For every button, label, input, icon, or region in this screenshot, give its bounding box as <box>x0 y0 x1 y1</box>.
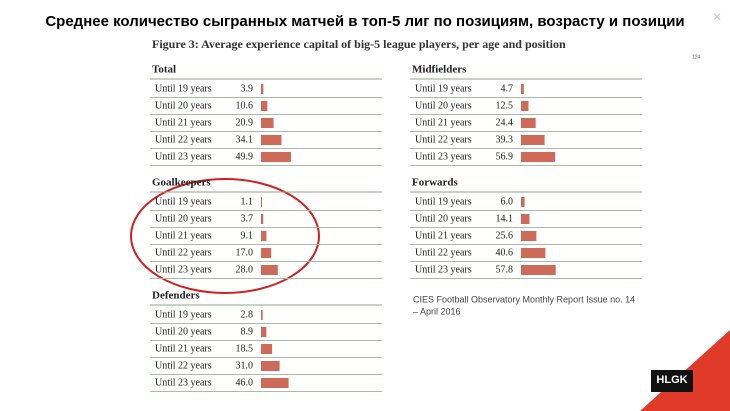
bar <box>521 84 524 94</box>
category-label: Until 22 years <box>155 134 212 145</box>
category-label: Until 21 years <box>415 230 472 241</box>
category-label: Until 19 years <box>155 309 212 320</box>
page-number: 124 <box>692 54 701 60</box>
value-label: 34.1 <box>236 134 254 145</box>
source: CIES Football Observatory Monthly Report… <box>413 294 635 304</box>
value-label: 31.0 <box>236 360 254 371</box>
logo: HLGK <box>656 374 687 386</box>
slide-title: Среднее количество сыгранных матчей в то… <box>45 13 684 30</box>
bar <box>261 135 282 145</box>
logo-box <box>651 370 693 392</box>
panel-title: Total <box>152 64 176 76</box>
value-label: 4.7 <box>501 83 514 94</box>
panel-title: Forwards <box>412 177 459 189</box>
category-label: Until 19 years <box>415 196 472 207</box>
bar <box>261 84 264 94</box>
value-label: 3.9 <box>241 83 254 94</box>
bar <box>261 265 278 275</box>
category-label: Until 22 years <box>155 360 212 371</box>
source: – April 2016 <box>413 306 461 316</box>
bar <box>261 101 268 111</box>
bar <box>521 135 545 145</box>
category-label: Until 23 years <box>155 377 212 388</box>
value-label: 25.6 <box>496 230 514 241</box>
value-label: 40.6 <box>496 247 514 258</box>
value-label: 18.5 <box>236 343 254 354</box>
value-label: 56.9 <box>496 151 514 162</box>
panel-title: Goalkeepers <box>152 177 211 189</box>
value-label: 57.8 <box>496 264 514 275</box>
bar <box>521 101 529 111</box>
category-label: Until 20 years <box>155 213 212 224</box>
category-label: Until 20 years <box>155 100 212 111</box>
corner-x: ✕ <box>712 10 722 24</box>
value-label: 1.1 <box>241 196 254 207</box>
bar <box>521 152 556 162</box>
bar <box>261 214 264 224</box>
category-label: Until 20 years <box>415 213 472 224</box>
category-label: Until 23 years <box>155 151 212 162</box>
category-label: Until 21 years <box>155 230 212 241</box>
value-label: 46.0 <box>236 377 254 388</box>
value-label: 14.1 <box>496 213 514 224</box>
value-label: 10.6 <box>236 100 254 111</box>
value-label: 17.0 <box>236 247 254 258</box>
value-label: 8.9 <box>241 326 254 337</box>
bar <box>521 214 530 224</box>
value-label: 6.0 <box>501 196 514 207</box>
category-label: Until 22 years <box>415 134 472 145</box>
value-label: 3.7 <box>241 213 254 224</box>
bar <box>261 248 272 258</box>
category-label: Until 19 years <box>155 83 212 94</box>
value-label: 9.1 <box>241 230 254 241</box>
highlight-circle <box>130 178 320 294</box>
category-label: Until 20 years <box>155 326 212 337</box>
bar <box>261 231 267 241</box>
figure-caption: Figure 3: Average experience capital of … <box>152 37 566 51</box>
value-label: 12.5 <box>496 100 514 111</box>
panel-title: Midfielders <box>412 64 467 76</box>
value-label: 20.9 <box>236 117 254 128</box>
bar <box>521 231 537 241</box>
category-label: Until 19 years <box>155 196 212 207</box>
category-label: Until 21 years <box>155 117 212 128</box>
panel-title: Defenders <box>152 290 200 302</box>
value-label: 49.9 <box>236 151 254 162</box>
bar <box>521 248 546 258</box>
bar <box>261 344 273 354</box>
category-label: Until 21 years <box>155 343 212 354</box>
bar <box>261 327 267 337</box>
bar <box>521 265 556 275</box>
category-label: Until 20 years <box>415 100 472 111</box>
category-label: Until 23 years <box>415 151 472 162</box>
bar <box>261 118 274 128</box>
bar <box>521 197 525 207</box>
bar <box>261 310 263 320</box>
category-label: Until 22 years <box>415 247 472 258</box>
category-label: Until 23 years <box>415 264 472 275</box>
value-label: 28.0 <box>236 264 254 275</box>
bar <box>521 118 536 128</box>
bar <box>261 197 262 207</box>
bar <box>261 361 280 371</box>
bar <box>261 152 291 162</box>
value-label: 24.4 <box>496 117 514 128</box>
value-label: 2.8 <box>241 309 254 320</box>
category-label: Until 23 years <box>155 264 212 275</box>
category-label: Until 22 years <box>155 247 212 258</box>
value-label: 39.3 <box>496 134 514 145</box>
category-label: Until 19 years <box>415 83 472 94</box>
bar <box>261 378 289 388</box>
category-label: Until 21 years <box>415 117 472 128</box>
